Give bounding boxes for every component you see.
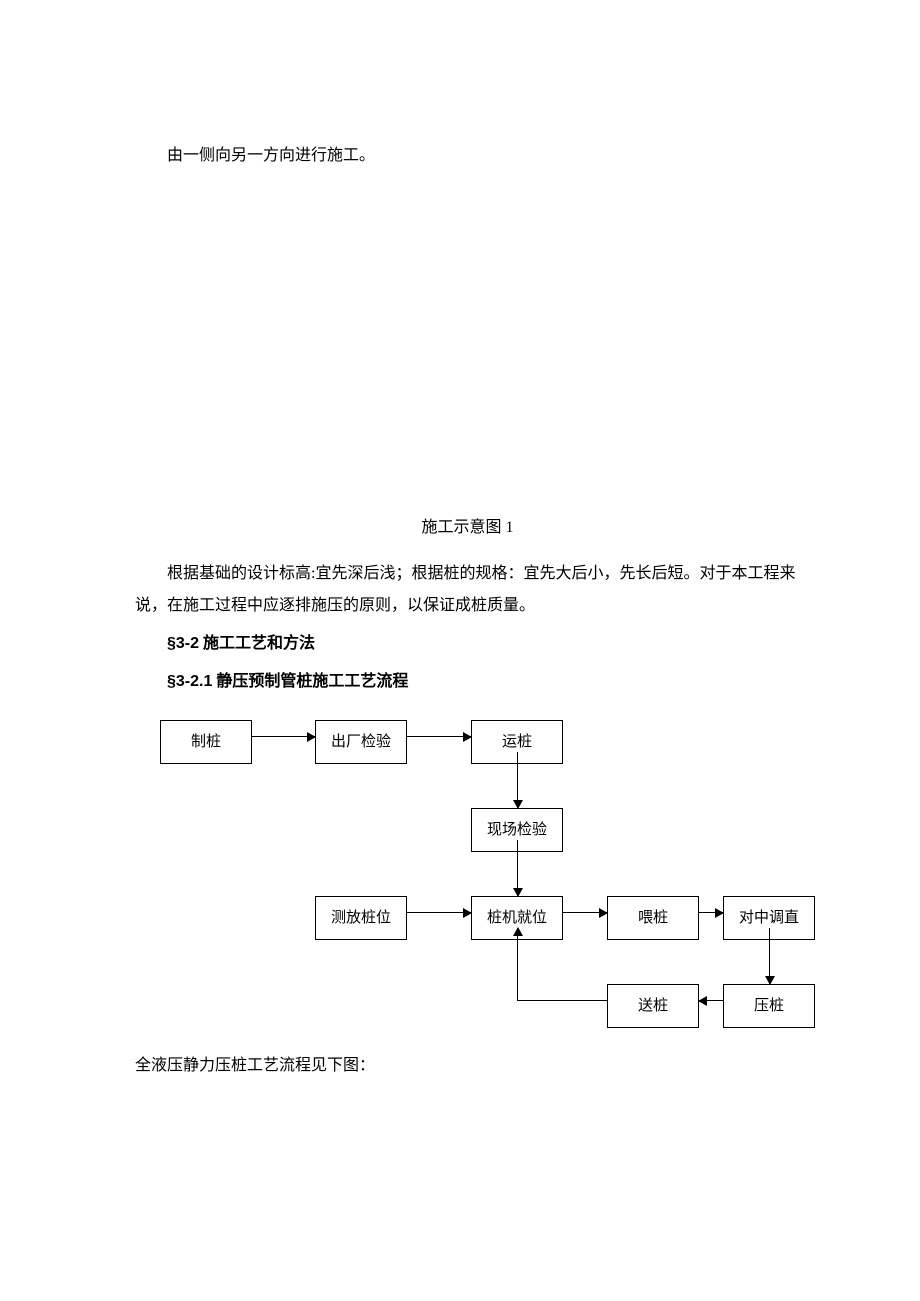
- flowchart-node-n1: 制桩: [160, 720, 252, 764]
- section-number: §3-2.1: [167, 673, 212, 690]
- flowchart-edge: [769, 928, 770, 984]
- flowchart-edge: [407, 736, 471, 737]
- paragraph-intro: 由一侧向另一方向进行施工。: [135, 140, 800, 172]
- section-title: 静压预制管桩施工工艺流程: [212, 673, 408, 690]
- paragraph-principle: 根据基础的设计标高:宜先深后浅；根据桩的规格：宜先大后小，先长后短。对于本工程来…: [135, 558, 800, 622]
- process-flowchart: 制桩出厂检验运桩现场检验测放桩位桩机就位喂桩对中调直送桩压桩: [135, 716, 815, 1046]
- figure-caption-1: 施工示意图 1: [135, 512, 800, 544]
- flowchart-node-n10: 压桩: [723, 984, 815, 1028]
- paragraph-footer: 全液压静力压桩工艺流程见下图：: [135, 1050, 800, 1082]
- flowchart-edge: [563, 912, 607, 913]
- flowchart-edge: [517, 752, 518, 808]
- flowchart-node-n5: 测放桩位: [315, 896, 407, 940]
- flowchart-node-n2: 出厂检验: [315, 720, 407, 764]
- flowchart-node-n9: 送桩: [607, 984, 699, 1028]
- caption-text: 施工示意图 1: [421, 519, 513, 536]
- section-3-2-heading: §3-2 施工工艺和方法: [135, 628, 800, 660]
- flowchart-edge: [517, 840, 518, 896]
- section-title: 施工工艺和方法: [199, 635, 315, 652]
- flowchart-edge: [517, 1000, 607, 1001]
- section-3-2-1-heading: §3-2.1 静压预制管桩施工工艺流程: [135, 666, 800, 698]
- flowchart-edge: [517, 928, 518, 1000]
- flowchart-edge: [407, 912, 471, 913]
- flowchart-edge: [699, 1000, 723, 1001]
- flowchart-node-n7: 喂桩: [607, 896, 699, 940]
- document-page: 由一侧向另一方向进行施工。 施工示意图 1 根据基础的设计标高:宜先深后浅；根据…: [0, 0, 920, 1158]
- flowchart-edge: [699, 912, 723, 913]
- section-number: §3-2: [167, 635, 199, 652]
- flowchart-edge: [252, 736, 315, 737]
